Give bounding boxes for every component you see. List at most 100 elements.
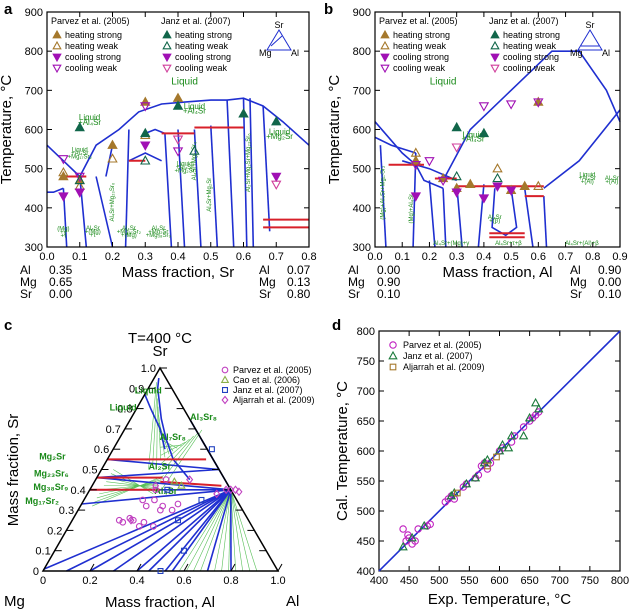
data-point <box>175 517 182 524</box>
inset-vertex: Mg <box>259 48 272 58</box>
legend-entry: Aljarrah et al. (2009) <box>403 362 485 372</box>
legend-entry: heating strong <box>393 30 450 40</box>
phase-label: Al₄Sr <box>151 226 165 232</box>
data-point <box>130 516 137 524</box>
tie-line <box>193 489 232 572</box>
phase-boundary <box>379 145 387 248</box>
x-tick <box>42 563 48 572</box>
data-point <box>52 53 62 63</box>
tie-line <box>230 489 244 572</box>
data-point <box>493 453 500 461</box>
phase-label: +Al₄Sr <box>461 135 484 144</box>
phase-boundary <box>128 152 162 162</box>
data-point <box>58 155 69 165</box>
y-axis-label: Temperature, °C <box>0 75 15 185</box>
compound-label: Mg₂₃Sr₆ <box>34 469 69 479</box>
data-point <box>162 40 172 50</box>
phase-boundary <box>415 164 444 190</box>
ternary-frame: 0 0.2 0.4 0.6 0.8 1.0 0 0.1 0.2 0.3 0.4 0.5 0.6 0.7 0.… <box>4 343 299 610</box>
data-point <box>149 522 157 530</box>
compound-label: Al₂Sr <box>149 462 172 472</box>
tie-line <box>148 382 157 470</box>
inset-triangle <box>577 29 603 51</box>
composition-value: 0.10 <box>377 287 401 301</box>
data-point <box>208 446 215 453</box>
data-point <box>398 541 408 551</box>
data-point <box>142 502 150 510</box>
legend-entry: heating weak <box>65 41 119 51</box>
tie-line <box>179 489 232 572</box>
data-point <box>139 496 147 504</box>
y-tick-label: 400 <box>25 203 43 215</box>
data-point <box>410 192 422 202</box>
phase-boundary <box>95 176 114 248</box>
y-tick-label: 700 <box>25 85 43 97</box>
phase-boundary <box>136 489 232 572</box>
legend-entry: cooling strong <box>175 52 231 62</box>
tie-line <box>92 475 164 507</box>
data-point <box>399 525 407 533</box>
panel-letter: c <box>4 317 12 334</box>
data-point <box>162 53 172 63</box>
legend-entry: cooling weak <box>65 63 118 73</box>
data-point <box>198 496 205 503</box>
data-point <box>58 166 69 177</box>
phase-labels: LiquidLiquid+Al₄SrLiquid+Al₄SrLiquid+Mg₂… <box>57 76 293 239</box>
phase-boundary <box>374 121 417 166</box>
data-point <box>172 92 184 102</box>
y-tick-label: 0.9 <box>129 383 144 395</box>
tie-line <box>186 489 232 572</box>
data-point <box>164 486 171 493</box>
phase-boundary <box>442 188 447 248</box>
x-tick-label: 0.6 <box>531 251 546 263</box>
tie-line <box>152 390 158 467</box>
data-point <box>227 485 235 495</box>
panel-letter: a <box>4 1 13 18</box>
data-point <box>222 485 230 495</box>
region-label: Liquid <box>110 403 137 413</box>
data-point <box>162 64 172 74</box>
composition-element: Mg <box>259 275 276 289</box>
phase-boundary <box>148 489 232 572</box>
data-point <box>172 100 184 110</box>
vertex-label: Sr <box>153 343 168 360</box>
y-axis-label: Temperature, °C <box>326 75 343 185</box>
axes-frame: 0.0 0.1 0.2 0.3 0.4 0.5 0.6 0.7 0.8 300 400 500 600 7… <box>25 7 317 263</box>
x-tick-label: 0.2 <box>105 251 120 263</box>
data-point <box>52 40 62 50</box>
invariant-line <box>160 480 222 487</box>
inset-vertex: Al <box>602 48 610 58</box>
data-point <box>410 161 422 171</box>
composition-value: 0.90 <box>598 263 622 277</box>
y-tick-label: 450 <box>357 536 375 548</box>
x-tick-label: 0.9 <box>612 251 627 263</box>
data-point <box>419 520 429 530</box>
reference-line <box>378 330 621 572</box>
tie-line <box>158 422 170 455</box>
phase-boundary <box>144 394 166 450</box>
x-tick-label: 600 <box>490 575 508 587</box>
x-tick-label: 0.2 <box>82 575 97 587</box>
compound-label: Mg₁₇Sr₂ <box>25 496 59 506</box>
y-tick-label: 1.0 <box>141 363 156 375</box>
composition-value: 0.00 <box>49 287 73 301</box>
phase-boundary <box>242 98 248 248</box>
legend-entry: heating strong <box>503 30 560 40</box>
legend-title: Janz et al. (2007) <box>489 16 559 26</box>
data-point <box>140 518 148 526</box>
x-axis-label: Mass fraction, Al <box>105 594 215 611</box>
phase-boundary <box>164 489 232 572</box>
phase-label: +Al₄Sr <box>71 151 88 157</box>
data-point <box>478 102 490 112</box>
phase-label: +Mg₁₇Sr₂ <box>68 154 93 160</box>
x-tick-label: 400 <box>370 575 388 587</box>
legend: Parvez et al. (2005)Janz et al. (2007)Al… <box>388 340 485 372</box>
phase-boundary <box>79 176 88 248</box>
phase-label: +Mg₂Sr <box>148 230 168 236</box>
data-point <box>380 40 390 50</box>
phase-boundary <box>249 98 255 248</box>
composition-value: 0.35 <box>49 263 73 277</box>
data-point <box>115 516 123 524</box>
phase-label: Liquid <box>79 113 100 122</box>
